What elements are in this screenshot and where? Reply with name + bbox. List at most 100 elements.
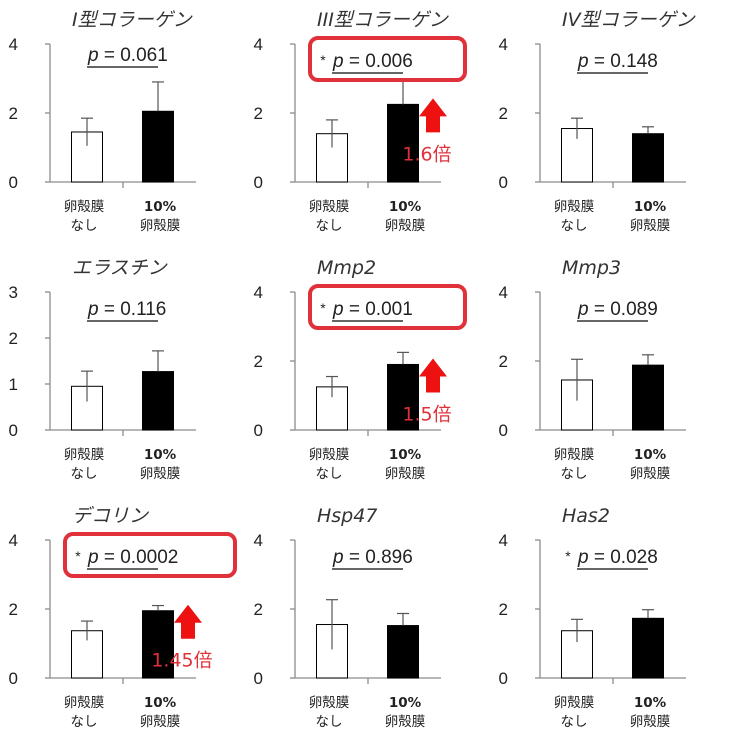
fold-change-label: 1.6倍 (402, 143, 451, 165)
p-value-symbol: p (332, 51, 349, 72)
y-tick-label: 4 (254, 283, 263, 302)
y-tick-label: 0 (254, 421, 263, 440)
p-value-symbol: p (87, 299, 104, 320)
category-label: 10% (389, 447, 422, 463)
y-tick-label: 0 (9, 173, 18, 192)
chart-title: Mmp2 (317, 257, 376, 279)
category-label: 10% (634, 447, 667, 463)
y-tick-label: 0 (499, 669, 508, 688)
p-value-symbol: p (577, 51, 594, 72)
p-value: p = 0.028 (577, 547, 658, 568)
highlight-box (308, 284, 467, 330)
y-tick-label: 0 (9, 669, 18, 688)
category-label: なし (71, 466, 98, 482)
significance-asterisk: * (320, 300, 326, 316)
category-label: 卵殻膜 (554, 447, 595, 463)
category-label: 10% (389, 695, 422, 711)
y-tick-label: 4 (499, 531, 508, 550)
y-tick-label: 2 (499, 352, 508, 371)
p-value-text: = 0.006 (349, 51, 413, 72)
p-value-text: = 0.116 (104, 299, 167, 320)
bar-treatment (632, 133, 664, 183)
p-value-text: = 0.896 (349, 547, 413, 568)
bar-treatment (632, 364, 664, 431)
y-tick-label: 0 (499, 173, 508, 192)
y-tick-label: 2 (499, 600, 508, 619)
category-label: 卵殻膜 (385, 466, 426, 482)
p-value-text: = 0.028 (594, 547, 658, 568)
significance-asterisk: * (75, 548, 81, 564)
y-tick-label: 4 (254, 531, 263, 550)
y-tick-label: 2 (9, 104, 18, 123)
y-tick-label: 2 (9, 329, 18, 348)
p-value: p = 0.006 (332, 51, 413, 72)
chart-title: Has2 (562, 505, 610, 527)
category-label: 10% (144, 447, 177, 463)
category-label: 10% (389, 199, 422, 215)
category-label: 卵殻膜 (385, 714, 426, 730)
p-value-text: = 0.001 (349, 299, 413, 320)
p-value: p = 0.061 (87, 45, 168, 66)
y-tick-label: 0 (254, 173, 263, 192)
significance-asterisk: * (320, 52, 326, 68)
category-label: 卵殻膜 (630, 466, 671, 482)
p-value: p = 0.148 (577, 51, 658, 72)
p-value-symbol: p (87, 547, 104, 568)
category-label: 卵殻膜 (64, 695, 105, 711)
category-label: なし (316, 466, 343, 482)
p-value-symbol: p (577, 547, 594, 568)
up-arrow-icon (419, 98, 447, 133)
p-value: p = 0.089 (577, 299, 658, 320)
category-label: 卵殻膜 (140, 714, 181, 730)
y-tick-label: 0 (499, 421, 508, 440)
p-value-symbol: p (332, 299, 349, 320)
category-label: 卵殻膜 (64, 199, 105, 215)
p-value-text: = 0.0002 (104, 547, 179, 568)
p-value-text: = 0.089 (594, 299, 658, 320)
y-tick-label: 2 (499, 104, 508, 123)
category-label: なし (316, 218, 343, 234)
category-label: 卵殻膜 (554, 199, 595, 215)
p-value-symbol: p (577, 299, 594, 320)
bar-treatment (387, 625, 419, 679)
y-tick-label: 0 (9, 421, 18, 440)
bar-treatment (632, 617, 664, 679)
category-label: 10% (634, 695, 667, 711)
category-label: なし (561, 466, 588, 482)
chart-title: Mmp3 (562, 257, 621, 279)
category-label: なし (316, 714, 343, 730)
bar-treatment (387, 363, 419, 431)
p-value-symbol: p (87, 45, 104, 66)
category-label: 卵殻膜 (140, 466, 181, 482)
y-tick-label: 2 (254, 104, 263, 123)
y-tick-label: 4 (499, 35, 508, 54)
chart-title: I型コラーゲン (72, 9, 193, 31)
bar-treatment (142, 371, 174, 431)
category-label: 卵殻膜 (309, 447, 350, 463)
y-tick-label: 2 (254, 600, 263, 619)
p-value-text: = 0.148 (594, 51, 658, 72)
category-label: 卵殻膜 (309, 199, 350, 215)
chart-title: Hsp47 (317, 505, 377, 527)
fold-change-label: 1.5倍 (402, 403, 451, 425)
y-tick-label: 4 (499, 283, 508, 302)
y-tick-label: 3 (9, 283, 18, 302)
category-label: 10% (144, 695, 177, 711)
bar-treatment (142, 610, 174, 679)
y-tick-label: 4 (9, 531, 18, 550)
p-value: p = 0.116 (87, 299, 166, 320)
up-arrow-icon (174, 604, 202, 639)
chart-title: エラスチン (72, 257, 168, 279)
p-value-symbol: p (332, 547, 349, 568)
highlight-box (308, 36, 467, 82)
bar-treatment (142, 110, 174, 183)
